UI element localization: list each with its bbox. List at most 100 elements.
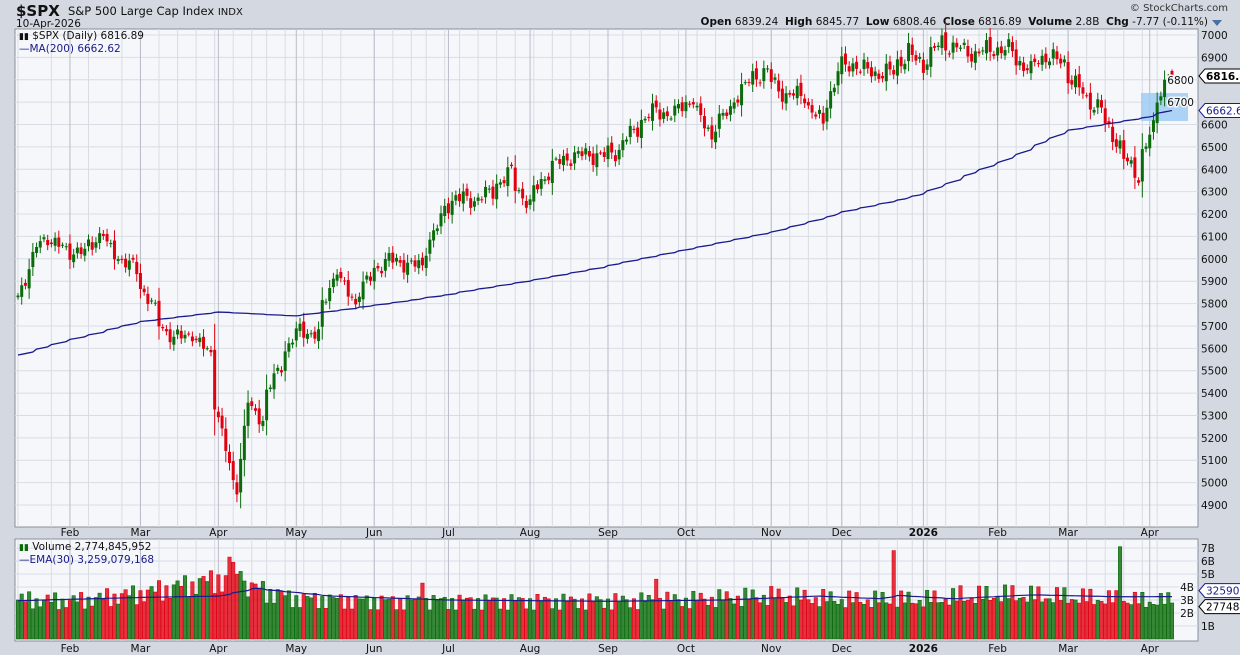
candle-body bbox=[239, 458, 243, 493]
candle-body bbox=[966, 45, 970, 57]
volume-bar bbox=[980, 598, 985, 640]
volume-bar bbox=[847, 590, 852, 640]
volume-bar bbox=[472, 608, 477, 640]
volume-bar bbox=[361, 598, 366, 640]
candle-body bbox=[146, 293, 150, 304]
volume-bar bbox=[71, 595, 76, 640]
candle-body bbox=[1137, 180, 1141, 183]
volume-bar bbox=[721, 599, 726, 640]
candle-body bbox=[343, 280, 347, 282]
volume-bar bbox=[899, 590, 904, 640]
volume-bar bbox=[977, 585, 982, 640]
volume-bar bbox=[925, 590, 930, 640]
volume-bar bbox=[138, 590, 143, 640]
volume-bar bbox=[119, 593, 124, 640]
brand-logo[interactable]: © StockCharts.com bbox=[1129, 3, 1228, 14]
volume-bar bbox=[1151, 604, 1156, 640]
volume-bar bbox=[669, 601, 674, 640]
volume-bar bbox=[969, 597, 974, 640]
candle-body bbox=[157, 300, 161, 327]
volume-bar bbox=[572, 598, 577, 640]
volume-bar bbox=[691, 590, 696, 640]
volume-bar bbox=[1129, 604, 1134, 640]
x-tick-label: Feb bbox=[61, 643, 80, 655]
candle-body bbox=[1025, 68, 1029, 71]
volume-bar bbox=[509, 594, 514, 640]
volume-bar bbox=[772, 598, 777, 640]
volume-bar bbox=[902, 602, 907, 640]
volume-bar bbox=[246, 596, 251, 640]
x-tick-label: Sep bbox=[598, 643, 618, 655]
volume-bar bbox=[1121, 600, 1126, 640]
candle-body bbox=[101, 233, 105, 236]
candle-body bbox=[762, 68, 766, 82]
candles bbox=[16, 21, 1174, 509]
volume-bar bbox=[594, 596, 599, 640]
volume-tag-text: 2774845 bbox=[1206, 602, 1240, 614]
candle-body bbox=[402, 260, 406, 273]
ma200-line bbox=[17, 109, 1173, 356]
x-tick-label: Jul bbox=[441, 643, 455, 655]
volume-bar bbox=[323, 608, 328, 640]
volume-bar bbox=[1110, 602, 1115, 640]
volume-bar bbox=[201, 576, 206, 640]
volume-bar bbox=[628, 607, 633, 640]
volume-bar bbox=[101, 598, 106, 640]
volume-bar bbox=[97, 592, 102, 640]
candle-body bbox=[298, 323, 302, 331]
volume-bar bbox=[327, 594, 332, 640]
volume-bar bbox=[171, 584, 176, 640]
chart-date: 10-Apr-2026 bbox=[16, 18, 81, 30]
y-tick-label: 6200 bbox=[1201, 209, 1228, 221]
volume-bar bbox=[713, 607, 718, 640]
volume-bar bbox=[1077, 602, 1082, 640]
volume-bar bbox=[220, 591, 225, 640]
x-tick-label: Feb bbox=[988, 527, 1007, 539]
y-tick-label: 5400 bbox=[1201, 388, 1228, 400]
volume-bar bbox=[234, 573, 239, 640]
candle-body bbox=[1051, 49, 1055, 59]
candle-body bbox=[1166, 77, 1170, 81]
candle-body bbox=[1159, 96, 1163, 101]
candle-body bbox=[391, 252, 395, 263]
candle-body bbox=[94, 242, 98, 248]
candle-body bbox=[42, 237, 46, 240]
volume-bar bbox=[546, 598, 551, 640]
candle-body bbox=[495, 183, 499, 200]
candle-body bbox=[328, 287, 332, 302]
candle-body bbox=[331, 278, 335, 288]
candle-body bbox=[910, 44, 914, 55]
volume-bar bbox=[657, 598, 662, 640]
volume-bar bbox=[962, 600, 967, 640]
volume-bar bbox=[294, 595, 299, 640]
x-tick-label: Feb bbox=[61, 527, 80, 539]
candle-body bbox=[695, 105, 699, 108]
candle-body bbox=[261, 420, 265, 427]
candle-body bbox=[1036, 63, 1040, 65]
volume-bar bbox=[895, 606, 900, 640]
dropdown-caret-icon[interactable] bbox=[1212, 20, 1222, 26]
x-tick-label: Apr bbox=[1141, 527, 1160, 539]
volume-bar bbox=[1036, 586, 1041, 640]
candle-body bbox=[20, 285, 24, 297]
candle-body bbox=[454, 195, 458, 201]
candle-body bbox=[699, 103, 703, 116]
volume-bar bbox=[420, 582, 425, 640]
candle-body bbox=[903, 63, 907, 70]
candle-body bbox=[257, 408, 261, 425]
candle-body bbox=[591, 153, 595, 165]
candle-body bbox=[335, 274, 339, 281]
candle-body bbox=[925, 64, 929, 70]
volume-bar bbox=[1144, 607, 1149, 640]
volume-bar bbox=[798, 599, 803, 640]
candle-body bbox=[246, 402, 250, 426]
candle-body bbox=[105, 233, 109, 242]
candle-body bbox=[124, 258, 128, 268]
volume-bar bbox=[784, 602, 789, 640]
volume-bar bbox=[1047, 598, 1052, 640]
volume-bar bbox=[19, 593, 24, 640]
candle-body bbox=[35, 246, 39, 253]
volume-bar bbox=[216, 574, 221, 640]
volume-bar bbox=[260, 581, 265, 640]
